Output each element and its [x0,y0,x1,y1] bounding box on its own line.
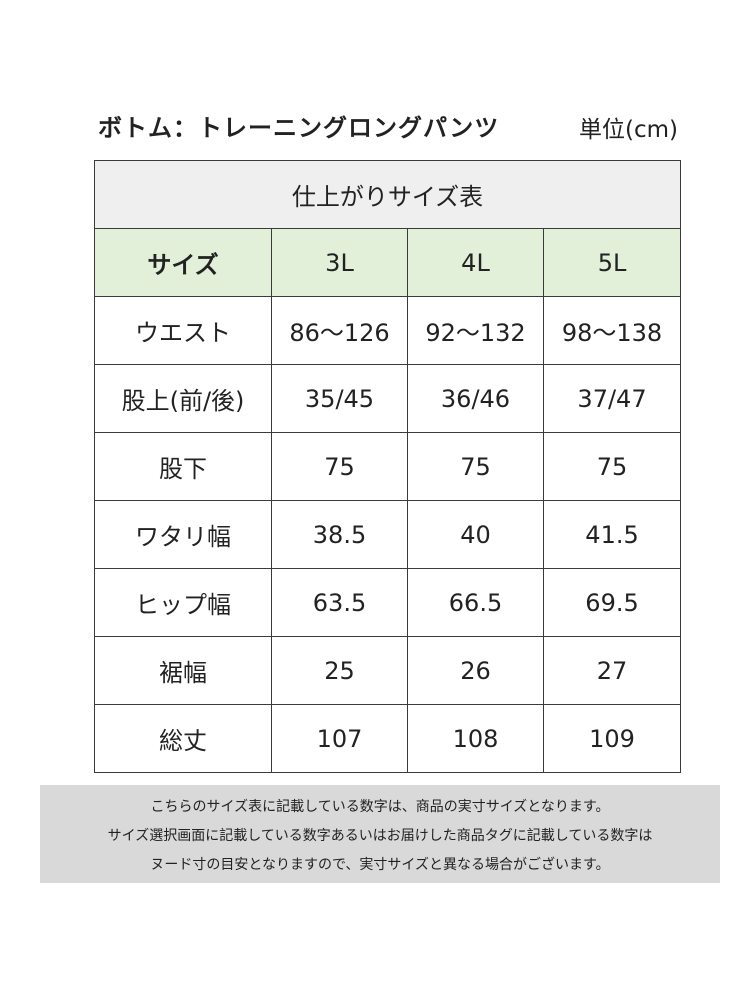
unit-label: 単位(cm) [579,117,678,143]
note-box: こちらのサイズ表に記載している数字は、商品の実寸サイズとなります。 サイズ選択画… [40,785,720,883]
table-cell: 27 [542,636,682,705]
table-row-thigh: ワタリ幅 38.5 40 41.5 [94,500,682,569]
table-cell: 36/46 [407,364,544,433]
table-cell: 69.5 [542,568,682,637]
table-cell: 109 [542,704,682,773]
header-size-label: サイズ [94,228,272,297]
table-cell: 108 [407,704,544,773]
table-row-hip: ヒップ幅 63.5 66.5 69.5 [94,568,682,637]
table-row-waist: ウエスト 86〜126 92〜132 98〜138 [94,296,682,365]
note-line: こちらのサイズ表に記載している数字は、商品の実寸サイズとなります。 [150,799,610,815]
row-label: 股上(前/後) [94,364,272,433]
header-size-4l: 4L [407,228,544,297]
table-cell: 75 [271,432,408,501]
table-cell: 66.5 [407,568,544,637]
table-caption: 仕上がりサイズ表 [93,160,682,229]
row-label: ワタリ幅 [94,500,272,569]
table-cell: 37/47 [542,364,682,433]
table-cell: 26 [407,636,544,705]
table-cell: 107 [271,704,408,773]
table-row-length: 総丈 107 108 109 [94,704,682,773]
table-row-hem: 裾幅 25 26 27 [94,636,682,705]
table-cell: 86〜126 [271,296,408,365]
title-row: ボトム：トレーニングロングパンツ 単位(cm) [98,108,688,144]
table-cell: 40 [407,500,544,569]
table-cell: 75 [407,432,544,501]
table-row-rise: 股上(前/後) 35/45 36/46 37/47 [94,364,682,433]
table-cell: 75 [542,432,682,501]
size-table: 仕上がりサイズ表 サイズ 3L 4L 5L ウエスト 86〜126 92〜132… [93,160,682,773]
table-cell: 41.5 [542,500,682,569]
row-label: ウエスト [94,296,272,365]
header-row: サイズ 3L 4L 5L [94,228,682,297]
table-cell: 63.5 [271,568,408,637]
table-row-inseam: 股下 75 75 75 [94,432,682,501]
row-label: 裾幅 [94,636,272,705]
note-line: サイズ選択画面に記載している数字あるいはお届けした商品タグに記載している数字は [107,828,653,844]
note-line: ヌード寸の目安となりますので、実寸サイズと異なる場合がございます。 [150,857,610,873]
row-label: ヒップ幅 [94,568,272,637]
row-label: 股下 [94,432,272,501]
table-cell: 35/45 [271,364,408,433]
row-label: 総丈 [94,704,272,773]
page-title: ボトム：トレーニングロングパンツ [98,114,500,142]
table-cell: 98〜138 [542,296,682,365]
header-size-5l: 5L [542,228,682,297]
header-size-3l: 3L [271,228,408,297]
table-cell: 38.5 [271,500,408,569]
table-cell: 25 [271,636,408,705]
caption-row: 仕上がりサイズ表 [93,160,682,229]
table-cell: 92〜132 [407,296,544,365]
